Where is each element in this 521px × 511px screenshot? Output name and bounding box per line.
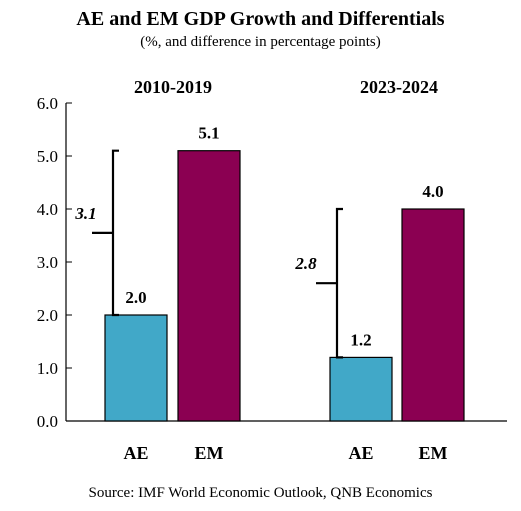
bar-em: [177, 150, 241, 422]
differential-label: 2.8: [294, 254, 317, 273]
chart-subtitle: (%, and difference in percentage points): [140, 34, 381, 50]
differential-bracket: [335, 207, 343, 359]
chart-title: AE and EM GDP Growth and Differentials: [76, 8, 445, 30]
y-tick-label: 5.0: [37, 147, 58, 166]
category-label: EM: [195, 443, 224, 463]
differential-label: 3.1: [74, 204, 96, 223]
y-tick-label: 2.0: [37, 306, 58, 325]
y-tick-label: 4.0: [37, 200, 58, 219]
differential-bracket: [111, 149, 119, 317]
y-tick-label: 6.0: [37, 94, 58, 113]
bar-ae: [104, 314, 168, 422]
bar-value-label: 1.2: [350, 330, 371, 349]
source-note: Source: IMF World Economic Outlook, QNB …: [88, 485, 433, 501]
y-tick-label: 3.0: [37, 253, 58, 272]
category-label: EM: [419, 443, 448, 463]
bar-ae: [329, 356, 393, 422]
y-tick-label: 0.0: [37, 412, 58, 431]
y-tick-label: 1.0: [37, 359, 58, 378]
group-label: 2010-2019: [134, 77, 212, 97]
bar-em: [401, 208, 465, 422]
bar-value-label: 4.0: [422, 182, 443, 201]
bar-value-label: 2.0: [125, 288, 146, 307]
group-label: 2023-2024: [360, 77, 438, 97]
category-label: AE: [123, 443, 148, 463]
bar-value-label: 5.1: [198, 124, 219, 143]
category-label: AE: [348, 443, 373, 463]
